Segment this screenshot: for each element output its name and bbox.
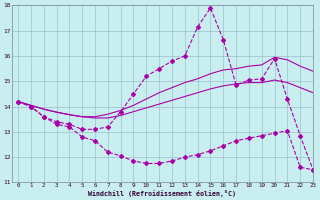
X-axis label: Windchill (Refroidissement éolien,°C): Windchill (Refroidissement éolien,°C) <box>88 190 236 197</box>
